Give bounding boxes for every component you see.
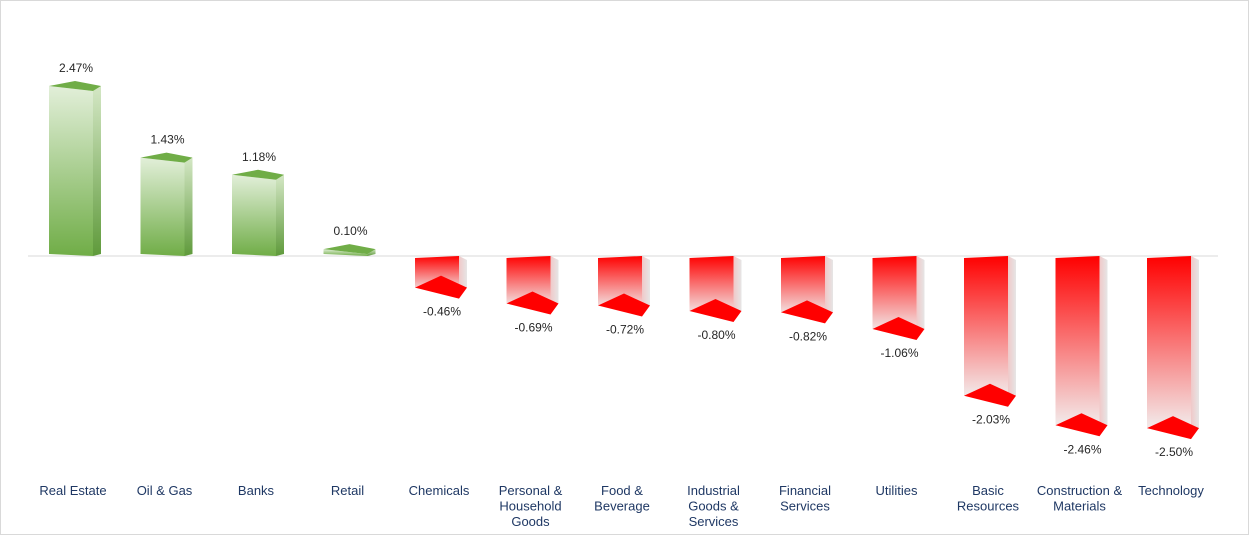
bar-7 (598, 256, 650, 317)
bar-side (916, 256, 925, 334)
category-label: Banks (238, 483, 275, 498)
bars-layer (49, 81, 1199, 440)
category-label: Financial Services (779, 483, 831, 514)
bar-8 (689, 256, 742, 323)
data-label: -0.80% (697, 328, 735, 342)
bar-cap (598, 293, 650, 317)
bar-3 (232, 169, 284, 256)
bar-11 (964, 256, 1016, 407)
data-label: 0.10% (333, 224, 367, 238)
category-labels-layer: Real Estate Oil & Gas Banks Retail Chemicals… (39, 483, 1204, 529)
bar-front (1055, 256, 1100, 431)
category-label: Retail (331, 483, 364, 498)
category-label: Real Estate (39, 483, 106, 498)
data-labels-layer: 2.47% 1.43% 1.18% 0.10% -0.46% -0.69% -0.72% -0… (59, 61, 1193, 459)
bar-cap (415, 275, 467, 299)
bar-side (93, 86, 101, 256)
category-label: Technology (1138, 483, 1204, 498)
category-label: Oil & Gas (137, 483, 193, 498)
bar-cap (1147, 416, 1199, 440)
bar-front (964, 256, 1008, 401)
bar-side (367, 249, 376, 256)
category-label: Personal & Household Goods (499, 483, 563, 529)
bar-front (323, 249, 368, 256)
bar-cap (781, 300, 833, 324)
bar-4 (323, 244, 376, 256)
bar-cap (323, 244, 376, 255)
bar-front (49, 86, 93, 256)
category-label: Construction & Materials (1037, 483, 1123, 514)
bar-side (642, 256, 650, 311)
bar-cap (872, 316, 925, 340)
bar-side (825, 256, 833, 318)
bar-front (232, 174, 276, 256)
bar-5 (415, 256, 467, 299)
bar-front (872, 256, 917, 334)
bar-side (733, 256, 742, 317)
data-label: -2.03% (972, 413, 1010, 427)
data-label: -2.50% (1155, 445, 1193, 459)
data-label: -2.46% (1063, 442, 1101, 456)
bar-cap (1055, 413, 1108, 437)
bar-front (689, 256, 734, 317)
bar-6 (506, 256, 559, 315)
bar-cap (506, 291, 559, 315)
category-label: Chemicals (409, 483, 470, 498)
bar-front (140, 157, 185, 256)
bar-13 (1147, 256, 1199, 440)
bar-side (550, 256, 559, 309)
bar-cap (232, 169, 284, 180)
bar-10 (872, 256, 925, 340)
bar-side (1191, 256, 1199, 434)
data-label: -0.82% (789, 329, 827, 343)
bar-1 (49, 81, 101, 256)
bar-front (781, 256, 825, 318)
data-label: 1.18% (242, 150, 276, 164)
bar-side (459, 256, 467, 293)
bar-side (1099, 256, 1108, 431)
data-label: -0.69% (514, 320, 552, 334)
data-label: -0.72% (606, 323, 644, 337)
category-label: Basic Resources (957, 483, 1020, 514)
bar-2 (140, 152, 193, 256)
bar-front (1147, 256, 1191, 434)
bar-side (184, 157, 193, 256)
category-label: Utilities (876, 483, 918, 498)
bar-cap (964, 383, 1016, 407)
bar-cap (140, 152, 193, 163)
bar-12 (1055, 256, 1108, 437)
category-label: Industrial Goods & Services (687, 483, 740, 529)
bar-9 (781, 256, 833, 324)
category-label: Food & Beverage (594, 483, 650, 514)
data-label: -1.06% (880, 346, 918, 360)
data-label: 2.47% (59, 61, 93, 75)
bar-side (276, 174, 284, 256)
bar-cap (49, 81, 101, 91)
data-label: -0.46% (423, 305, 461, 319)
bar-side (1008, 256, 1016, 401)
bar-cap (689, 299, 742, 323)
data-label: 1.43% (150, 133, 184, 147)
